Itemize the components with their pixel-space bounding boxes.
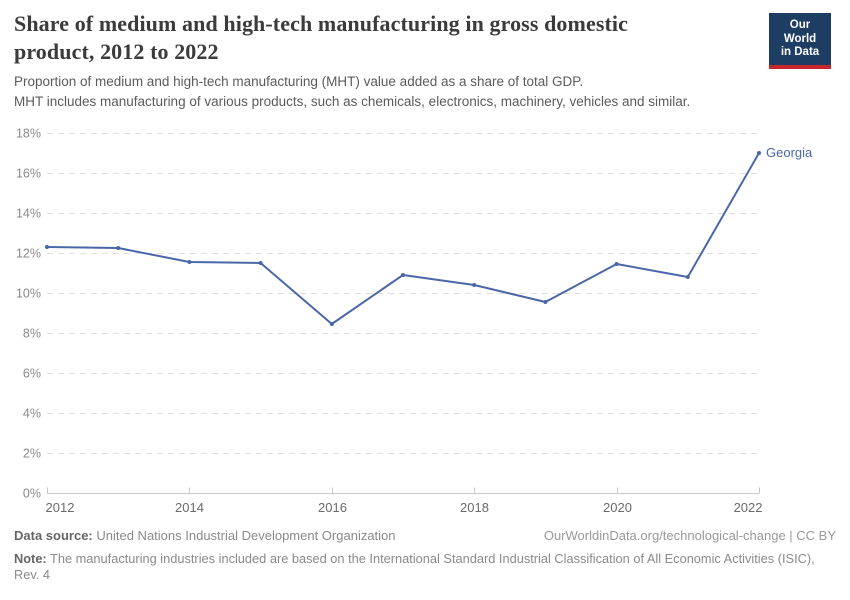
y-axis-label: 16% [16,167,41,181]
y-axis-label: 8% [23,327,41,341]
y-axis-label: 0% [23,487,41,501]
data-point[interactable] [401,273,405,277]
data-point[interactable] [757,151,761,155]
line-chart: 0% 2% 4% 6% 8% 10% 12% 14% 16% 18% 2012 2014 2016 201… [16,127,813,516]
x-axis-label: 2012 [46,500,75,515]
y-axis-label: 18% [16,127,41,141]
data-point[interactable] [614,262,619,266]
data-point[interactable] [472,283,477,287]
x-axis-label: 2018 [460,500,489,515]
series-label: Georgia [766,145,813,160]
data-source-label: Data source: [14,528,93,543]
y-axis-label: 10% [16,287,41,301]
data-source: Data source: United Nations Industrial D… [14,528,396,543]
data-point[interactable] [258,261,263,265]
footer-source-row: Data source: United Nations Industrial D… [14,528,836,543]
owid-logo-line2: in Data [780,46,820,58]
data-source-value: United Nations Industrial Development Or… [92,528,396,543]
data-point[interactable] [543,300,548,304]
citation-link[interactable]: OurWorldinData.org/technological-change … [543,528,836,543]
y-axis-label: 2% [23,447,41,461]
data-point[interactable] [45,245,49,249]
owid-logo-line1: Our World [783,19,817,45]
page-title: Share of medium and high-tech manufactur… [14,11,628,64]
chart-subtitle: Proportion of medium and high-tech manuf… [14,72,824,112]
note-value: The manufacturing industries included ar… [14,551,815,582]
data-point[interactable] [329,322,334,326]
data-line [46,152,760,325]
x-axis-label: 2022 [734,500,763,515]
y-axis-label: 4% [23,407,41,421]
y-axis-label: 6% [23,367,41,381]
footer-note: Note: The manufacturing industries inclu… [14,551,836,583]
subtitle-line-1: Proportion of medium and high-tech manuf… [14,74,584,89]
x-axis-label: 2014 [175,500,204,515]
x-axis-label: 2020 [603,500,632,515]
data-point[interactable] [116,246,121,250]
x-axis-label: 2016 [318,500,347,515]
subtitle-line-2: MHT includes manufacturing of various pr… [14,94,691,109]
y-axis-label: 12% [16,247,41,261]
data-point[interactable] [685,275,690,279]
owid-logo[interactable]: Our World in Data [769,13,831,69]
note-label: Note: [14,551,47,566]
y-axis-label: 14% [16,207,41,221]
owid-logo-red-bar [769,64,831,69]
data-point[interactable] [187,260,192,264]
